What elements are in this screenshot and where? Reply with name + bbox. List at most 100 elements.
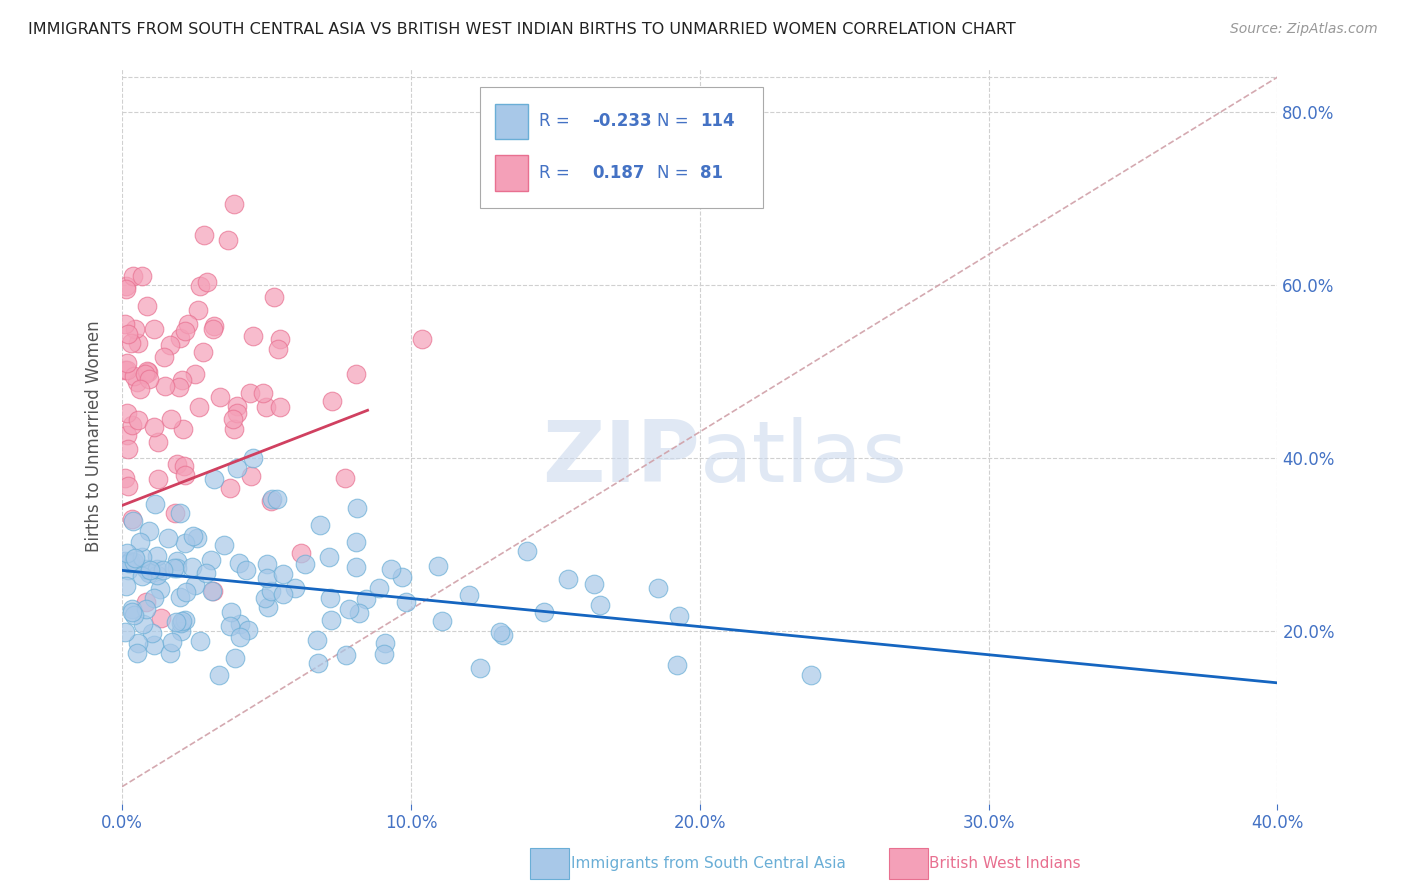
Point bbox=[201, 584, 224, 599]
Point bbox=[124, 555, 146, 569]
Point bbox=[271, 566, 294, 581]
Point bbox=[115, 278, 138, 293]
Point bbox=[356, 592, 378, 607]
Point bbox=[149, 582, 172, 597]
Point bbox=[118, 556, 141, 570]
Point bbox=[122, 269, 145, 284]
Point bbox=[167, 379, 190, 393]
Point bbox=[516, 544, 538, 558]
Text: R =: R = bbox=[538, 112, 569, 130]
Point bbox=[114, 624, 136, 639]
Point bbox=[252, 385, 274, 400]
Point bbox=[228, 630, 250, 644]
Point bbox=[239, 385, 262, 400]
Point bbox=[138, 524, 160, 538]
Point bbox=[193, 227, 215, 242]
Point bbox=[219, 619, 242, 633]
Point bbox=[224, 650, 246, 665]
Point bbox=[146, 549, 169, 563]
Point bbox=[242, 329, 264, 343]
Point bbox=[373, 636, 395, 650]
Point bbox=[259, 583, 281, 598]
Point bbox=[188, 400, 211, 414]
Point bbox=[262, 492, 284, 507]
Text: R =: R = bbox=[538, 164, 569, 182]
Point bbox=[114, 470, 136, 484]
Point bbox=[294, 558, 316, 572]
Point bbox=[115, 362, 138, 376]
Point bbox=[159, 338, 181, 352]
Point bbox=[257, 600, 280, 615]
Point bbox=[117, 442, 139, 456]
Point bbox=[120, 336, 142, 351]
Point bbox=[166, 457, 188, 471]
Point bbox=[430, 614, 453, 628]
Point bbox=[321, 613, 343, 627]
Point bbox=[172, 422, 194, 436]
Point bbox=[186, 531, 208, 545]
Point bbox=[132, 616, 155, 631]
Point bbox=[145, 562, 167, 576]
Point bbox=[177, 317, 200, 331]
Point bbox=[256, 571, 278, 585]
Point bbox=[337, 602, 360, 616]
Text: N =: N = bbox=[657, 164, 689, 182]
Text: ZIP: ZIP bbox=[541, 417, 700, 500]
Point bbox=[173, 613, 195, 627]
Point bbox=[665, 658, 688, 673]
Point bbox=[173, 459, 195, 474]
Point bbox=[195, 275, 218, 289]
Point bbox=[380, 562, 402, 576]
Point bbox=[335, 648, 357, 663]
Point bbox=[173, 536, 195, 550]
Point bbox=[181, 528, 204, 542]
Point bbox=[194, 566, 217, 580]
Point bbox=[156, 531, 179, 545]
Point bbox=[150, 611, 173, 625]
Point bbox=[457, 588, 479, 602]
Point bbox=[284, 581, 307, 595]
Point bbox=[152, 350, 174, 364]
Point bbox=[173, 467, 195, 482]
Point bbox=[236, 624, 259, 638]
Point bbox=[254, 400, 277, 414]
Point bbox=[162, 635, 184, 649]
Point bbox=[114, 317, 136, 331]
Point bbox=[135, 602, 157, 616]
Point bbox=[224, 422, 246, 436]
Point bbox=[115, 282, 138, 296]
Point bbox=[269, 333, 291, 347]
Point bbox=[307, 656, 329, 670]
Point bbox=[209, 390, 232, 404]
Point bbox=[426, 558, 449, 573]
Y-axis label: Births to Unmarried Women: Births to Unmarried Women bbox=[86, 320, 103, 552]
Point bbox=[391, 570, 413, 584]
Point bbox=[200, 553, 222, 567]
Point bbox=[344, 560, 367, 574]
Point bbox=[219, 481, 242, 495]
Point bbox=[121, 605, 143, 619]
Point bbox=[266, 492, 288, 507]
Point bbox=[124, 550, 146, 565]
Point bbox=[202, 584, 225, 599]
Point bbox=[131, 549, 153, 564]
Point bbox=[139, 563, 162, 577]
Point bbox=[115, 546, 138, 560]
Point bbox=[136, 365, 159, 379]
Point bbox=[124, 322, 146, 336]
Point bbox=[229, 617, 252, 632]
Point bbox=[668, 608, 690, 623]
Point bbox=[183, 578, 205, 592]
Point bbox=[226, 400, 249, 414]
Point bbox=[202, 318, 225, 333]
Point bbox=[242, 450, 264, 465]
Point bbox=[800, 667, 823, 681]
Point bbox=[114, 363, 136, 377]
Point bbox=[228, 557, 250, 571]
Point bbox=[212, 538, 235, 552]
Point bbox=[169, 507, 191, 521]
Point bbox=[219, 605, 242, 619]
Point bbox=[129, 535, 152, 549]
Text: IMMIGRANTS FROM SOUTH CENTRAL ASIA VS BRITISH WEST INDIAN BIRTHS TO UNMARRIED WO: IMMIGRANTS FROM SOUTH CENTRAL ASIA VS BR… bbox=[28, 22, 1017, 37]
Point bbox=[181, 560, 204, 574]
